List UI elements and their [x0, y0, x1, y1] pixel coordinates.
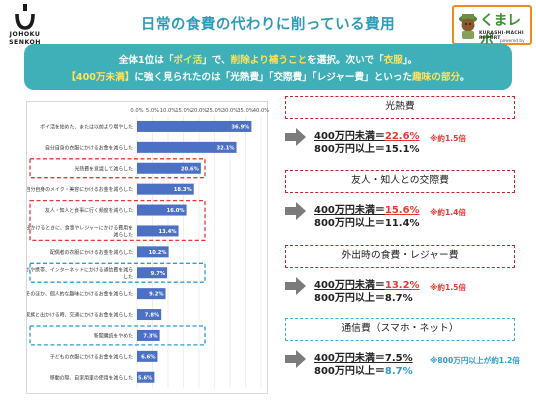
- stat-over-8m: 800万円以上＝15.1%: [314, 144, 420, 155]
- highlight-box-utilities: [29, 158, 206, 179]
- brand-powered-by: powered by: [500, 38, 525, 43]
- stat-over-8m: 800万円以上＝8.7%: [314, 293, 413, 304]
- category-label: 新聞購読をやめた: [94, 332, 133, 339]
- bar-chart: 0.0% 5.0% 10.0% 15.0% 20.0% 25.0% 30.0% 35.0% 40…: [26, 101, 269, 394]
- stat-under-4m: 400万円未満＝15.6%: [314, 205, 420, 216]
- summary-banner: 全体1位は「ポイ活」で、削除より補うことを選択。次いで「衣服」。 【400万未満…: [24, 44, 512, 90]
- bar: [137, 141, 237, 153]
- banner-line1-segment: を選択。次いで「: [307, 55, 384, 66]
- category-label: ポイ活を始めた、または以前より増やした: [40, 123, 133, 130]
- comparison-category: 友人・知人との交際費: [285, 170, 515, 193]
- brand-subtitle: KURASHI-MACHI REPORT: [479, 31, 524, 41]
- banner-line1-segment: 衣服: [383, 55, 403, 66]
- category-label: 光熱費を意識して減らした: [74, 165, 133, 172]
- logo-line-2: SENKOH: [9, 39, 41, 46]
- category-label: 配偶者の衣服にかけるお金を減らした: [50, 249, 133, 256]
- highlight-box-social: [29, 199, 206, 242]
- bar-value-label: 32.1%: [217, 145, 236, 151]
- stat-under-4m: 400万円未満＝13.2%: [314, 280, 420, 291]
- bar: [137, 309, 162, 321]
- stat-over-8m: 800万円以上＝11.4%: [314, 218, 420, 229]
- banner-line2-segment: に強く見られたのは「光熱費」「交際費」「レジャー費」といった: [134, 72, 413, 83]
- page-title: 日常の食費の代わりに削っている費用: [140, 17, 396, 33]
- bar: [137, 204, 187, 216]
- stat-under-4m: 400万円未満＝7.5%: [314, 353, 413, 364]
- banner-line-1: 全体1位は「ポイ活」で、削除より補うことを選択。次いで「衣服」。: [24, 52, 512, 66]
- x-tick-label: 20.0%: [191, 108, 208, 114]
- bar: [137, 246, 169, 258]
- ratio-note: ※約1.5倍: [430, 283, 467, 292]
- category-label: 友人・知人と食事に行く頻度を減らした: [45, 207, 133, 214]
- x-tick-label: 10.0%: [160, 108, 177, 114]
- highlight-box-newspaper: [29, 325, 206, 346]
- johoku-senkoh-logo: JOHOKU SENKOH: [6, 4, 44, 48]
- x-tick-label: 30.0%: [222, 108, 239, 114]
- bar: [137, 120, 252, 132]
- category-label: 自分自身のメイク・美容にかけるお金を減らした: [27, 186, 133, 193]
- category-label: 減らした: [113, 231, 133, 238]
- bar-value-label: 9.7%: [151, 271, 166, 277]
- x-tick-label: 5.0%: [146, 108, 159, 114]
- bar-value-label: 36.9%: [231, 124, 250, 130]
- bar: [137, 371, 155, 383]
- ratio-note: ※約1.5倍: [430, 134, 467, 143]
- ratio-note: ※約1.4倍: [430, 208, 467, 217]
- bar-value-label: 18.3%: [174, 187, 193, 193]
- bar: [137, 162, 201, 174]
- category-label: 子どもの衣服にかけるお金を減らした: [50, 353, 133, 360]
- arrow-right-icon: [285, 350, 306, 368]
- category-label: 移動の際、自家用車の使用を減らした: [50, 374, 133, 381]
- x-tick-label: 0.0%: [130, 108, 143, 114]
- logo-mark-icon: [15, 4, 35, 30]
- bar: [137, 329, 160, 341]
- x-tick-label: 40.0%: [253, 108, 269, 114]
- banner-line2-segment: 趣味の部分: [412, 72, 461, 83]
- comparison-category: 光熱費: [285, 96, 515, 119]
- banner-line1-segment: 全体1位は「: [118, 55, 174, 66]
- x-tick-label: 35.0%: [237, 108, 254, 114]
- logo-line-1: JOHOKU: [9, 31, 41, 38]
- mascot-icon: [459, 14, 477, 39]
- bar-value-label: 7.8%: [145, 313, 160, 319]
- bar: [137, 183, 194, 195]
- ratio-note: ※800万円以上が約1.2倍: [430, 356, 520, 365]
- arrow-right-icon: [285, 277, 306, 295]
- category-label: した: [123, 274, 133, 280]
- bar-value-label: 10.2%: [149, 250, 168, 256]
- comparison-category: 外出時の食費・レジャー費: [285, 245, 515, 268]
- bar-value-label: 16.0%: [167, 208, 186, 214]
- bar-value-label: 13.4%: [159, 229, 178, 235]
- banner-line2-segment: 。: [460, 72, 470, 83]
- category-label: スマホや携帯、インターネットにかける通信費を減ら: [27, 266, 133, 273]
- category-label: 家族と出かける時、交通にかけるお金を減らした: [27, 312, 133, 319]
- stat-under-4m: 400万円未満＝22.6%: [314, 131, 420, 142]
- bar: [137, 350, 158, 362]
- bar-value-label: 6.6%: [141, 354, 156, 360]
- bar-value-label: 7.3%: [143, 333, 158, 339]
- stat-over-8m: 800万円以上＝8.7%: [314, 366, 413, 377]
- banner-line-2: 【400万未満】に強く見られたのは「光熱費」「交際費」「レジャー費」といった趣味…: [24, 69, 512, 83]
- x-tick-label: 25.0%: [206, 108, 223, 114]
- category-label: そのほか、個人的な趣味にかけるお金を減らした: [27, 291, 133, 298]
- bar-value-label: 5.6%: [138, 375, 153, 381]
- kumarepo-logo: くまレポ KURASHI-MACHI REPORT powered by: [452, 5, 532, 49]
- bar-chart-svg: 0.0% 5.0% 10.0% 15.0% 20.0% 25.0% 30.0% 35.0% 40…: [27, 108, 269, 388]
- category-label: 自分自身の衣服にかけるお金を減らした: [45, 144, 133, 151]
- banner-line1-segment: 」。: [402, 55, 418, 66]
- bar: [137, 288, 166, 300]
- category-label: 家族と出かけるときに、食事やレジャーにかける費用を: [27, 224, 133, 231]
- bar: [137, 225, 179, 237]
- x-tick-label: 15.0%: [175, 108, 192, 114]
- highlight-box-telecom: [29, 262, 206, 283]
- arrow-right-icon: [285, 202, 306, 220]
- banner-line2-segment: 【400万未満】: [66, 72, 135, 83]
- banner-line1-segment: 」で、: [202, 55, 231, 66]
- arrow-right-icon: [285, 128, 306, 146]
- bar: [137, 267, 168, 279]
- banner-line1-segment: ポイ活: [173, 55, 203, 66]
- bar-value-label: 9.2%: [149, 292, 164, 298]
- banner-line1-segment: 削除より補うこと: [230, 55, 308, 66]
- comparison-category: 通信費（スマホ・ネット）: [285, 318, 515, 341]
- bar-value-label: 20.6%: [181, 166, 200, 172]
